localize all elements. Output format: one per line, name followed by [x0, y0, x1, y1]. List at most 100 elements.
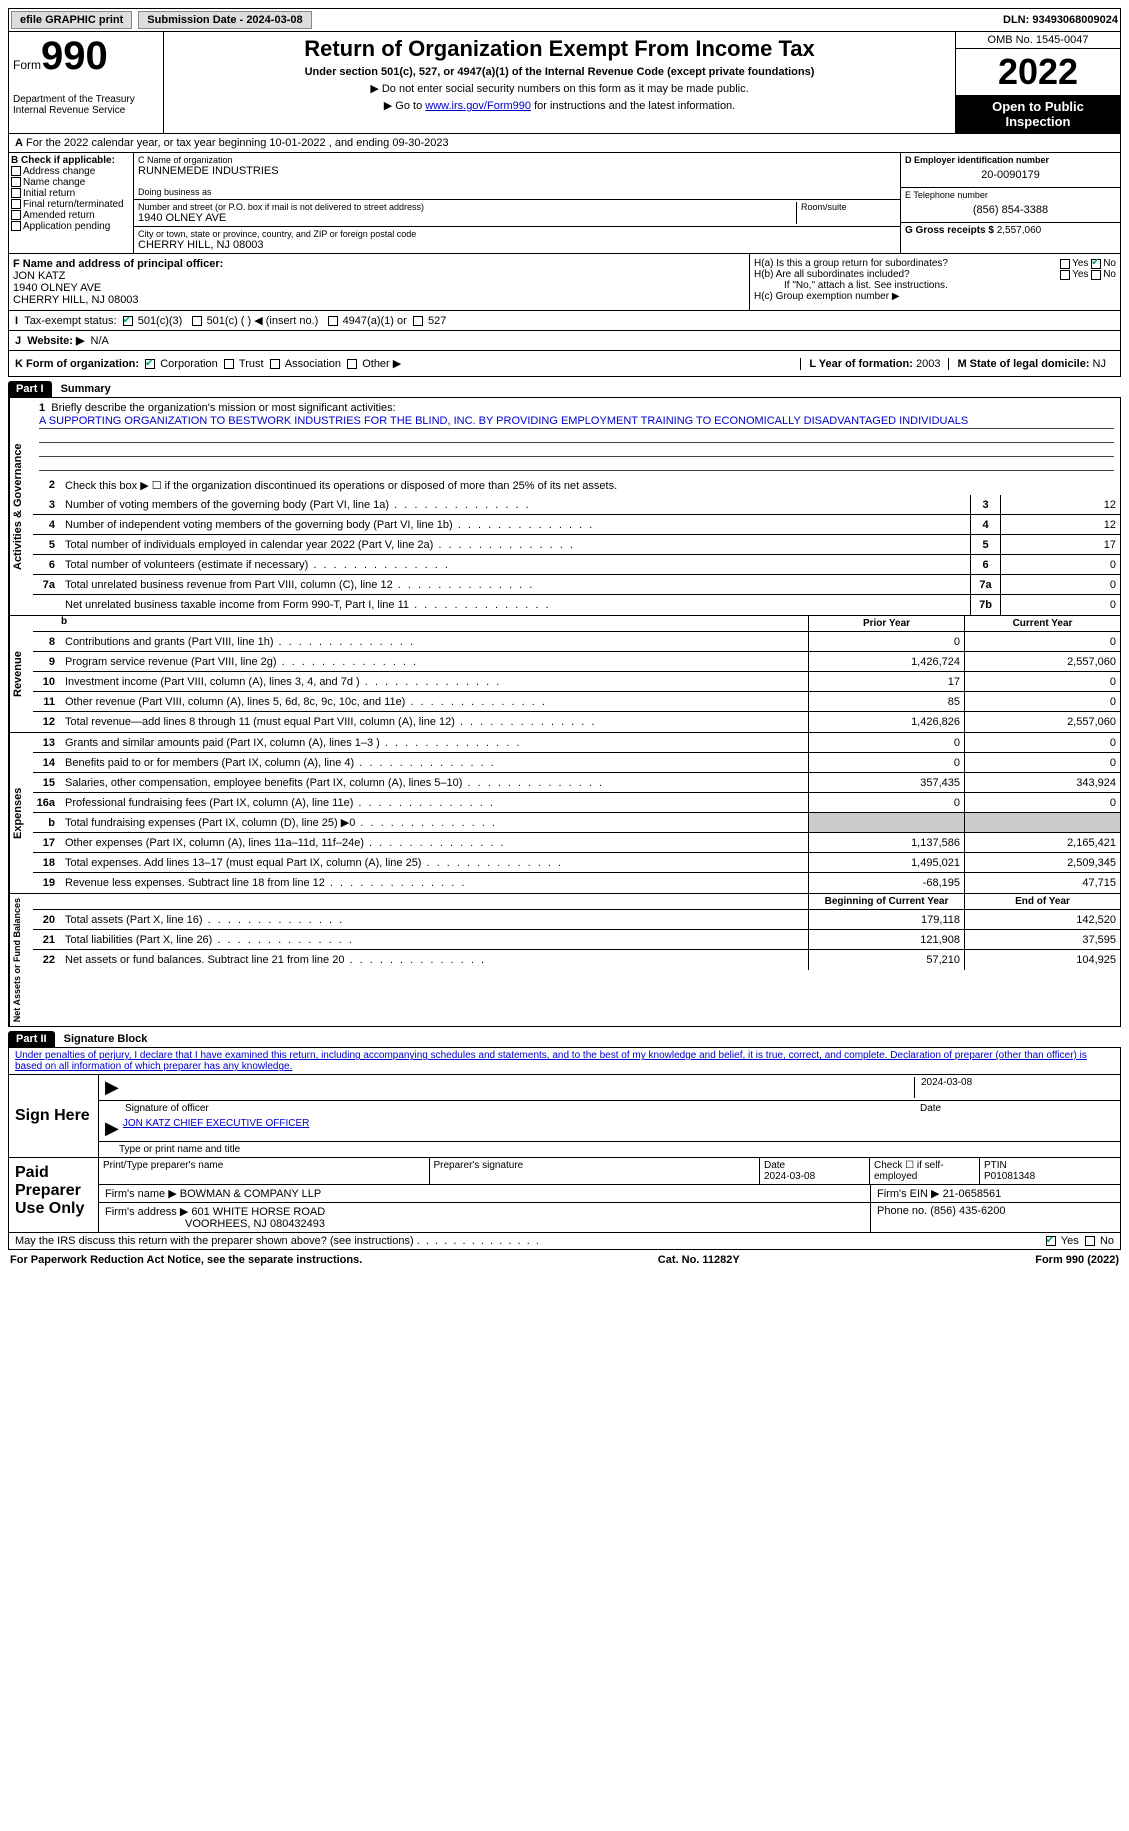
cb-4947[interactable] — [328, 316, 338, 326]
efile-button[interactable]: efile GRAPHIC print — [11, 11, 132, 29]
main-title: Return of Organization Exempt From Incom… — [168, 36, 951, 62]
summary-line: 9Program service revenue (Part VIII, lin… — [33, 652, 1120, 672]
cb-address-change[interactable] — [11, 166, 21, 176]
cb-app-pending[interactable] — [11, 221, 21, 231]
website-value: N/A — [91, 335, 109, 347]
cb-527[interactable] — [413, 316, 423, 326]
cb-other[interactable] — [347, 359, 357, 369]
tab-netassets: Net Assets or Fund Balances — [9, 894, 33, 1026]
cb-501c3[interactable] — [123, 316, 133, 326]
cb-assoc[interactable] — [270, 359, 280, 369]
summary-line: bTotal fundraising expenses (Part IX, co… — [33, 813, 1120, 833]
part2-header: Part II Signature Block — [8, 1031, 1121, 1048]
sign-here-label: Sign Here — [9, 1075, 99, 1157]
firm-name: BOWMAN & COMPANY LLP — [180, 1188, 321, 1200]
ein-value: 20-0090179 — [905, 165, 1116, 185]
omb-number: OMB No. 1545-0047 — [956, 32, 1120, 49]
cb-ha-yes[interactable] — [1060, 259, 1070, 269]
cat-no: Cat. No. 11282Y — [658, 1254, 740, 1266]
officer-name: JON KATZ — [13, 270, 745, 282]
discuss-row: May the IRS discuss this return with the… — [8, 1233, 1121, 1250]
expenses-section: Expenses 13Grants and similar amounts pa… — [8, 733, 1121, 894]
title-block: Form990 Department of the Treasury Inter… — [8, 32, 1121, 134]
cb-final-return[interactable] — [11, 199, 21, 209]
title-center: Return of Organization Exempt From Incom… — [164, 32, 955, 133]
netassets-section: Net Assets or Fund Balances Beginning of… — [8, 894, 1121, 1027]
entity-info-block: B Check if applicable: Address change Na… — [8, 153, 1121, 254]
cb-amended[interactable] — [11, 210, 21, 220]
dln-label: DLN: 93493068009024 — [1003, 14, 1118, 26]
cb-hb-yes[interactable] — [1060, 270, 1070, 280]
org-city: CHERRY HILL, NJ 08003 — [138, 239, 896, 251]
form-label: Form — [13, 58, 41, 72]
summary-line: 4Number of independent voting members of… — [33, 515, 1120, 535]
cb-ha-no[interactable] — [1091, 259, 1101, 269]
gross-receipts: 2,557,060 — [997, 225, 1042, 236]
footer: For Paperwork Reduction Act Notice, see … — [8, 1250, 1121, 1270]
summary-line: 16aProfessional fundraising fees (Part I… — [33, 793, 1120, 813]
firm-ein: 21-0658561 — [943, 1188, 1002, 1200]
summary-line: 15Salaries, other compensation, employee… — [33, 773, 1120, 793]
cb-trust[interactable] — [224, 359, 234, 369]
perjury-declaration: Under penalties of perjury, I declare th… — [8, 1048, 1121, 1075]
cb-hb-no[interactable] — [1091, 270, 1101, 280]
sig-date: 2024-03-08 — [914, 1077, 1114, 1098]
summary-line: 7aTotal unrelated business revenue from … — [33, 575, 1120, 595]
cb-name-change[interactable] — [11, 177, 21, 187]
summary-line: 18Total expenses. Add lines 13–17 (must … — [33, 853, 1120, 873]
irs-link[interactable]: www.irs.gov/Form990 — [425, 100, 531, 112]
box-c: C Name of organization RUNNEMEDE INDUSTR… — [134, 153, 900, 253]
line-a: A For the 2022 calendar year, or tax yea… — [8, 134, 1121, 153]
summary-line: Net unrelated business taxable income fr… — [33, 595, 1120, 615]
ptin-value: P01081348 — [984, 1171, 1035, 1182]
note-ssn: ▶ Do not enter social security numbers o… — [168, 82, 951, 95]
summary-line: 5Total number of individuals employed in… — [33, 535, 1120, 555]
summary-line: 22Net assets or fund balances. Subtract … — [33, 950, 1120, 970]
year-formation: 2003 — [916, 358, 940, 370]
box-b: B Check if applicable: Address change Na… — [9, 153, 134, 253]
summary-line: 14Benefits paid to or for members (Part … — [33, 753, 1120, 773]
firm-phone: (856) 435-6200 — [930, 1205, 1005, 1217]
summary-line: 8Contributions and grants (Part VIII, li… — [33, 632, 1120, 652]
cb-corp[interactable] — [145, 359, 155, 369]
state-domicile: NJ — [1093, 358, 1106, 370]
box-d: D Employer identification number 20-0090… — [900, 153, 1120, 253]
form-990: 990 — [41, 34, 108, 78]
header-bar: efile GRAPHIC print Submission Date - 20… — [8, 8, 1121, 32]
summary-line: 13Grants and similar amounts paid (Part … — [33, 733, 1120, 753]
submission-date-button[interactable]: Submission Date - 2024-03-08 — [138, 11, 311, 29]
cb-discuss-yes[interactable] — [1046, 1236, 1056, 1246]
website-row: J Website: ▶ N/A — [8, 331, 1121, 351]
activities-governance-section: Activities & Governance 1 Briefly descri… — [8, 398, 1121, 616]
paid-preparer-label: Paid Preparer Use Only — [9, 1158, 99, 1232]
paid-preparer-block: Paid Preparer Use Only Print/Type prepar… — [8, 1158, 1121, 1233]
phone-value: (856) 854-3388 — [905, 200, 1116, 220]
subtitle: Under section 501(c), 527, or 4947(a)(1)… — [168, 66, 951, 78]
mission-text: A SUPPORTING ORGANIZATION TO BESTWORK IN… — [39, 414, 1114, 429]
summary-line: 19Revenue less expenses. Subtract line 1… — [33, 873, 1120, 893]
form-number-box: Form990 Department of the Treasury Inter… — [9, 32, 164, 133]
cb-discuss-no[interactable] — [1085, 1236, 1095, 1246]
open-inspection: Open to Public Inspection — [956, 95, 1120, 133]
tab-revenue: Revenue — [9, 616, 33, 732]
part1-header: Part I Summary — [8, 381, 1121, 398]
summary-line: 17Other expenses (Part IX, column (A), l… — [33, 833, 1120, 853]
form-ref: Form 990 (2022) — [1035, 1254, 1119, 1266]
cb-501c[interactable] — [192, 316, 202, 326]
arrow-icon: ▶ — [105, 1077, 119, 1098]
klm-row: K Form of organization: Corporation Trus… — [8, 351, 1121, 377]
summary-line: 10Investment income (Part VIII, column (… — [33, 672, 1120, 692]
tab-expenses: Expenses — [9, 733, 33, 893]
summary-line: 6Total number of volunteers (estimate if… — [33, 555, 1120, 575]
dept-treasury: Department of the Treasury — [13, 94, 159, 105]
irs-label: Internal Revenue Service — [13, 105, 159, 116]
org-name: RUNNEMEDE INDUSTRIES — [138, 165, 896, 177]
cb-initial-return[interactable] — [11, 188, 21, 198]
note-link: ▶ Go to www.irs.gov/Form990 for instruct… — [168, 99, 951, 112]
arrow-icon: ▶ — [105, 1118, 119, 1139]
box-f: F Name and address of principal officer:… — [9, 254, 750, 310]
title-right: OMB No. 1545-0047 2022 Open to Public In… — [955, 32, 1120, 133]
summary-line: 11Other revenue (Part VIII, column (A), … — [33, 692, 1120, 712]
summary-line: 3Number of voting members of the governi… — [33, 495, 1120, 515]
officer-group-block: F Name and address of principal officer:… — [8, 254, 1121, 311]
